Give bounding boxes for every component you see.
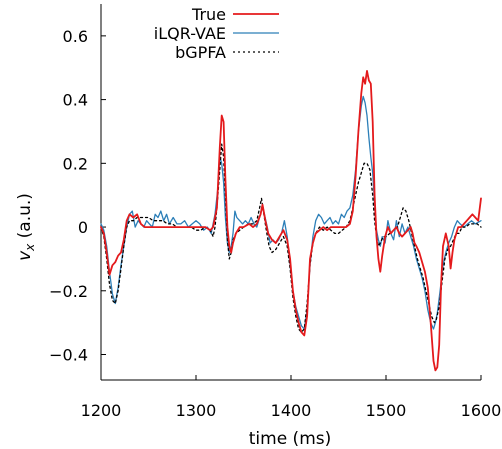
series-line-ilqr-vae xyxy=(100,95,482,330)
x-tick-label: 1200 xyxy=(81,401,122,420)
y-axis-label: vx (a.u.) xyxy=(15,193,37,261)
x-tick-label: 1600 xyxy=(461,401,502,420)
x-tick-label: 1500 xyxy=(366,401,407,420)
legend-label: True xyxy=(191,5,226,24)
x-tick-label: 1400 xyxy=(271,401,312,420)
series-line-true xyxy=(100,70,482,372)
x-tick-label: 1300 xyxy=(176,401,217,420)
y-tick-label: −0.2 xyxy=(49,282,88,301)
series-group xyxy=(100,70,482,372)
y-tick-label: 0.4 xyxy=(63,91,88,110)
legend-label: bGPFA xyxy=(175,43,226,62)
series-line-bgpfa xyxy=(100,143,482,333)
y-tick-label: −0.4 xyxy=(49,346,88,365)
y-axis-label-main: v xyxy=(15,250,35,261)
axes: 0.6 0.4 0.2 0 −0.2 −0.4 1200 1300 1400 1500 1600 xyxy=(49,4,501,420)
y-axis-label-unit: (a.u.) xyxy=(15,193,35,244)
y-tick-label: 0.6 xyxy=(63,27,88,46)
y-tick-label: 0 xyxy=(78,218,88,237)
y-tick-label: 0.2 xyxy=(63,154,88,173)
y-axis-label-sub: x xyxy=(23,243,37,252)
legend-label: iLQR-VAE xyxy=(154,24,226,43)
x-axis-label: time (ms) xyxy=(249,429,332,449)
